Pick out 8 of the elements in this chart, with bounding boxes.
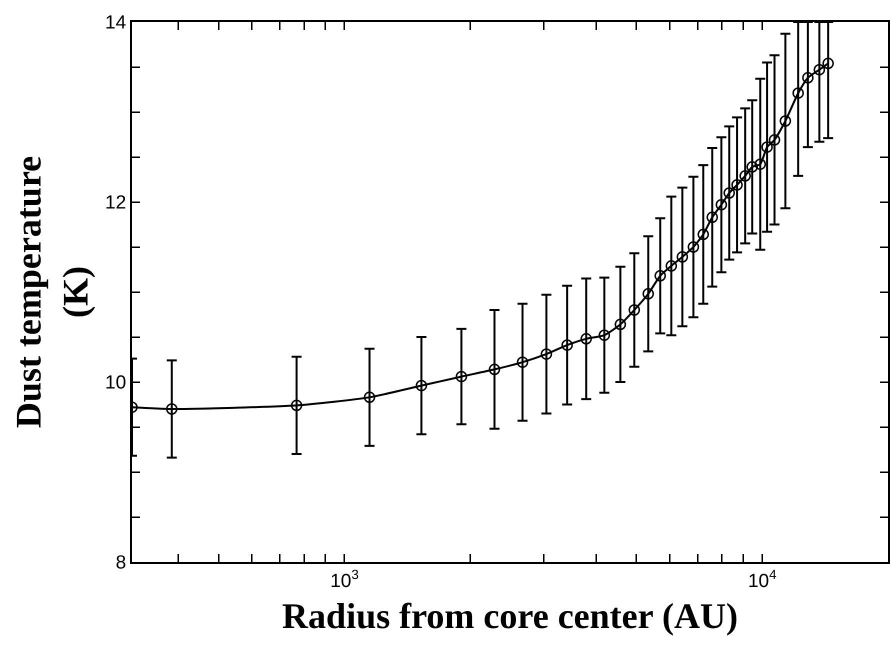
x-axis-title: Radius from core center (AU) [282, 596, 738, 636]
y-tick-label: 14 [105, 12, 127, 34]
x-tick-label: 10$^{4}$ [748, 566, 777, 592]
y-tick-label: 10 [105, 372, 126, 394]
y-tick-label: 8 [116, 552, 126, 574]
y-axis-title: Dust temperature (K) [8, 156, 96, 428]
x-tick-label: 10$^{3}$ [330, 566, 359, 592]
y-tick-label: 12 [105, 192, 126, 214]
